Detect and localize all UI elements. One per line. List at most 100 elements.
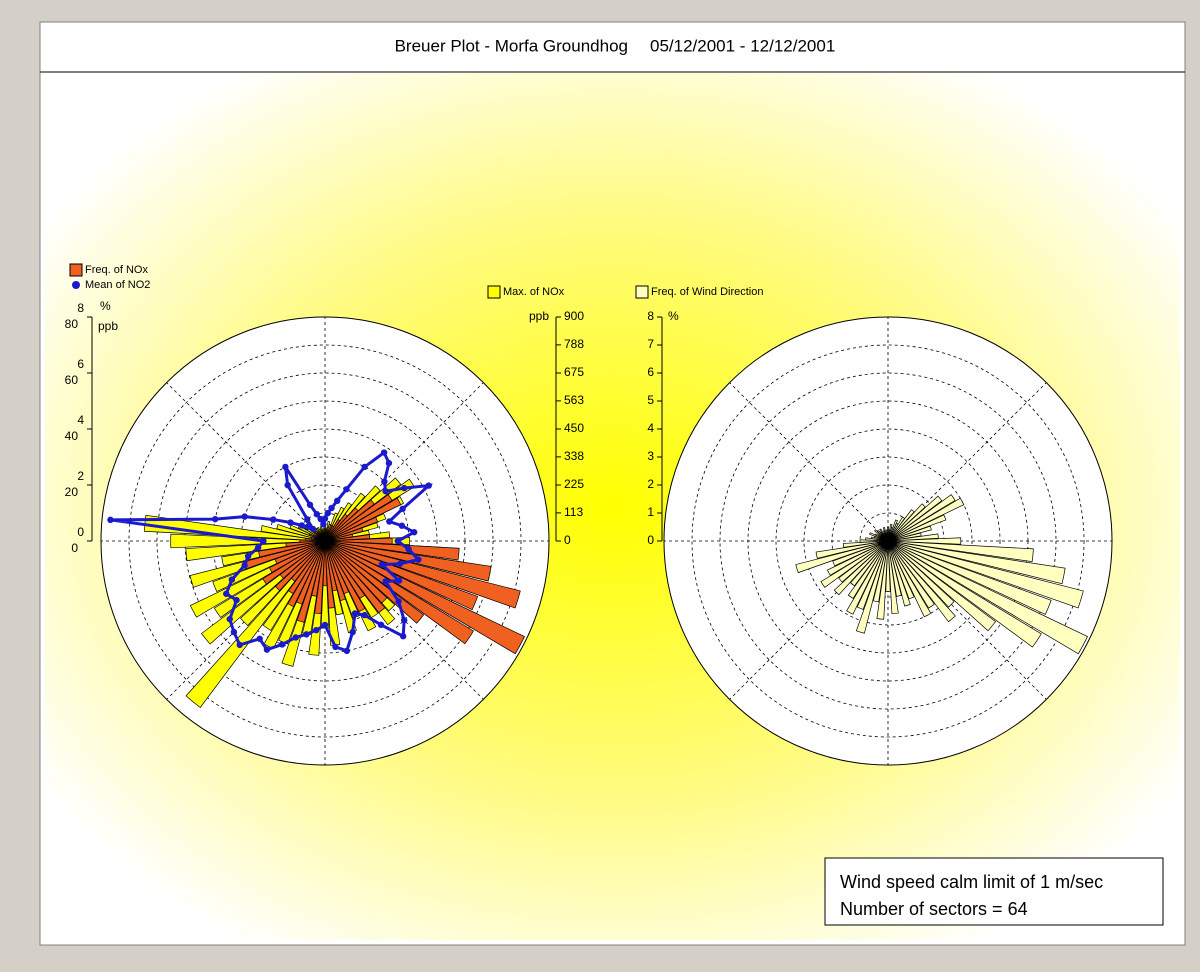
sector-bar — [324, 494, 393, 542]
sector-bar — [887, 509, 915, 542]
axis-tick-label: 0 — [71, 541, 78, 555]
axis-tick-label: 675 — [564, 365, 584, 379]
axis-tick-label: 4 — [77, 413, 84, 427]
sector-bar — [850, 540, 889, 587]
sector-bar — [886, 529, 889, 542]
mean-point — [303, 631, 310, 638]
mean-point — [425, 482, 432, 489]
sector-bar — [279, 540, 326, 579]
mean-point — [282, 463, 289, 471]
axis-unit: ppb — [98, 319, 118, 333]
sector-bar — [324, 534, 371, 542]
sector-bar — [887, 540, 1052, 615]
sector-bar — [296, 540, 326, 605]
legend-marker — [487, 285, 501, 299]
axis-tick-label: 60 — [65, 373, 79, 387]
mean-point — [321, 621, 329, 629]
axis-tick-label: 0 — [77, 525, 84, 539]
sector-bar — [324, 540, 460, 561]
mean-point — [304, 523, 311, 530]
legend-label: Mean of NO2 — [85, 279, 150, 291]
sector-bar — [887, 540, 1034, 563]
grid-ring — [212, 428, 438, 654]
sector-bar — [887, 503, 926, 542]
sector-bar — [296, 540, 326, 623]
mean-point — [287, 519, 294, 526]
mean-point — [211, 515, 219, 523]
sector-bar — [324, 540, 386, 614]
sector-bar — [288, 540, 326, 595]
sector-bar — [846, 540, 889, 615]
sector-bar — [887, 540, 899, 615]
grid-ring — [128, 344, 522, 738]
sector-bar — [274, 540, 326, 592]
sector-bar — [324, 540, 388, 604]
period: 05/12/2001 - 12/12/2001 — [650, 36, 835, 55]
axis-tick-label: 8 — [77, 301, 84, 315]
axis-tick-label: 4 — [647, 421, 654, 435]
sector-bar — [290, 540, 326, 582]
mean-point — [382, 578, 389, 585]
sector-bar — [887, 533, 939, 542]
mean-point — [278, 641, 286, 648]
mean-point — [292, 634, 299, 641]
sector-bar — [324, 540, 479, 611]
mean-point — [410, 529, 418, 536]
mean-point — [395, 598, 402, 605]
axis-tick-label: 20 — [65, 485, 79, 499]
sector-bar — [322, 540, 328, 587]
mean-point — [361, 463, 368, 471]
mean-point — [241, 562, 248, 569]
axis-tick-label: 225 — [564, 477, 584, 491]
sector-bar — [842, 540, 889, 548]
sector-bar — [832, 540, 889, 567]
grid-ring — [775, 428, 1001, 654]
sector-bar — [885, 540, 891, 592]
sector-bar — [855, 540, 889, 634]
axis-tick-label: 563 — [564, 393, 584, 407]
axis-tick-label: 7 — [647, 337, 654, 351]
mean-point — [395, 577, 403, 584]
sector-bar — [795, 540, 889, 574]
mean-point — [394, 537, 401, 545]
sector-bar — [258, 540, 326, 558]
axis-tick-label: 2 — [77, 469, 84, 483]
sector-bar — [838, 540, 889, 583]
sector-bar — [859, 539, 889, 543]
axis-tick-label: 1 — [647, 505, 654, 519]
mean-point — [236, 641, 243, 649]
axis-tick-label: 113 — [564, 505, 583, 519]
mean-point — [378, 561, 386, 568]
sector-bar — [887, 514, 947, 542]
mean-point — [284, 481, 291, 489]
mean-point — [396, 560, 404, 567]
mean-point — [343, 486, 350, 493]
sector-bar — [324, 540, 350, 595]
legend-label: Freq. of NOx — [85, 264, 148, 276]
axis-unit: % — [668, 309, 679, 323]
mean-point — [320, 521, 327, 528]
sector-bar — [887, 540, 911, 607]
sector-bar — [324, 527, 364, 542]
sector-bar — [287, 540, 326, 608]
mean-point — [324, 509, 331, 517]
mean-point — [223, 590, 230, 597]
mean-point — [309, 525, 317, 533]
mean-point — [400, 484, 408, 492]
mean-point — [398, 522, 406, 529]
mean-point — [386, 518, 393, 525]
grid-ring — [691, 344, 1085, 738]
mean-point — [351, 610, 359, 617]
grid-spoke — [166, 382, 326, 542]
sector-bar — [324, 537, 393, 545]
legend-marker — [69, 263, 83, 277]
axis-unit: ppb — [529, 309, 549, 323]
sector-bar — [324, 540, 474, 645]
mean-point — [405, 546, 412, 553]
sector-bar — [826, 540, 889, 576]
sector-bar — [887, 540, 1066, 585]
sector-bar — [847, 540, 889, 599]
axis-tick-label: 6 — [647, 365, 654, 379]
mean-point — [304, 516, 311, 523]
